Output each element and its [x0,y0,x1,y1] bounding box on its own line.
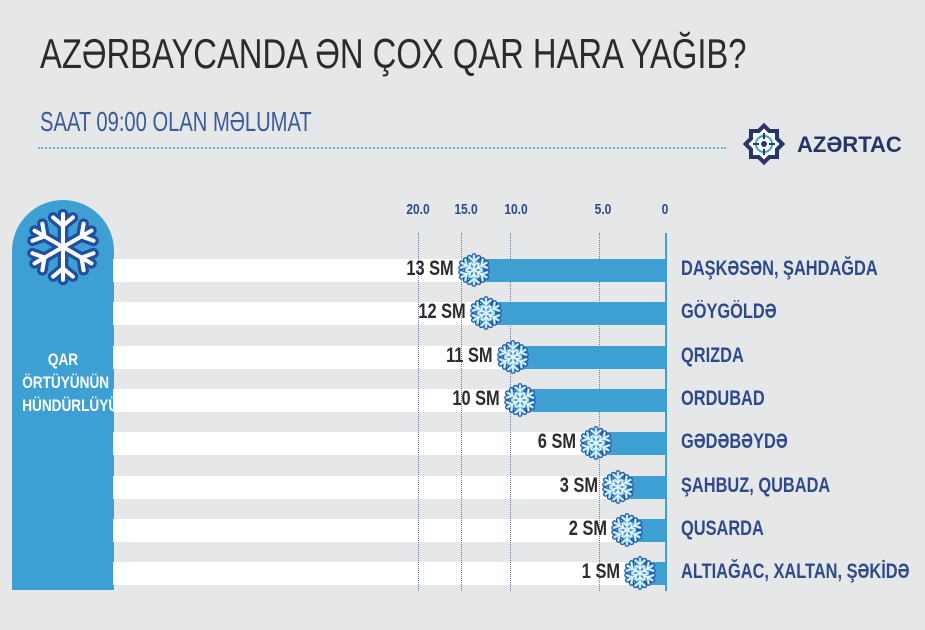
snowflake-icon [497,340,529,374]
value-label: 10 SM [452,387,500,410]
side-panel: QAR ÖRTÜYÜNÜN HÜNDÜRLÜYÜ [12,200,119,590]
side-label-line: QAR [47,350,79,369]
axis-tick: 5.0 [594,201,612,218]
snowflake-icon [611,513,643,547]
row-band [113,476,666,499]
gridline [461,233,462,591]
side-panel-label: QAR ÖRTÜYÜNÜN HÜNDÜRLÜYÜ [12,348,119,417]
value-label: 6 SM [537,430,576,453]
row-band [113,519,666,542]
zero-axis-line [665,233,667,591]
place-label: ORDUBAD [681,387,765,410]
row-band [113,432,666,455]
azertac-star-emblem-icon [742,122,786,166]
gridline [599,233,600,591]
bar [486,302,666,325]
snowflake-icon [470,296,502,330]
place-label: ALTIAĞAC, XALTAN, ŞƏKİDƏ [681,560,910,583]
place-label: QUSARDA [681,517,764,540]
value-label: 3 SM [559,474,598,497]
axis-tick: 20.0 [406,201,430,218]
value-label: 11 SM [446,344,493,367]
snowflake-icon [22,208,104,288]
snowflake-icon [458,253,490,287]
bar [513,346,666,369]
side-label-line: ÖRTÜYÜNÜN [22,373,110,392]
axis-tick: 15.0 [454,201,478,218]
axis-tick: 0 [661,201,669,218]
place-label: ŞAHBUZ, QUBADA [681,474,831,497]
bar [520,389,666,412]
snowflake-icon [602,470,634,504]
page-title: AZƏRBAYCANDA ƏN ÇOX QAR HARA YAĞIB? [40,30,747,77]
snowflake-icon [504,383,536,417]
bar [474,259,666,282]
value-label: 12 SM [418,300,466,323]
value-label: 1 SM [581,560,620,583]
place-label: QRIZDA [681,344,744,367]
logo-text: AZƏRTAC [797,132,902,157]
azertac-logo: AZƏRTAC [741,121,902,167]
row-band [113,562,666,585]
place-label: GƏDƏBƏYDƏ [681,430,788,453]
gridline [418,233,419,591]
place-label: DAŞKƏSƏN, ŞAHDAĞDA [681,257,878,280]
page-subtitle: SAAT 09:00 OLAN MƏLUMAT [40,106,312,137]
bar [596,432,666,455]
snowflake-icon [624,556,656,590]
value-label: 2 SM [568,517,607,540]
snowflake-icon [580,426,612,460]
header-divider [38,147,726,149]
axis-tick: 10.0 [504,201,528,218]
place-label: GÖYGÖLDƏ [681,300,777,323]
side-label-line: HÜNDÜRLÜYÜ [22,396,119,415]
value-label: 13 SM [406,257,454,280]
